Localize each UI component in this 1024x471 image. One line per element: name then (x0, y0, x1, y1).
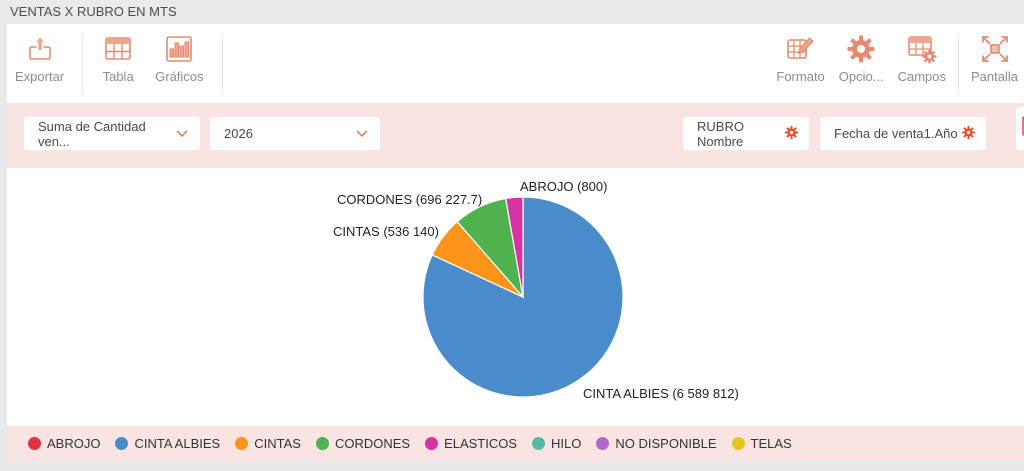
format-button[interactable]: Formato (774, 30, 826, 86)
legend-item-no-disponible[interactable]: NO DISPONIBLE (596, 436, 717, 451)
legend-label: CORDONES (334, 436, 411, 451)
fullscreen-label: Pantalla (971, 69, 1018, 84)
legend-label: HILO (551, 436, 582, 451)
legend-color-dot (28, 437, 41, 450)
gear-icon[interactable] (961, 125, 976, 143)
format-icon (784, 32, 818, 66)
field-chip-label: RUBRO Nombre (697, 118, 744, 149)
chevron-down-icon (176, 126, 188, 141)
legend-color-dot (596, 437, 610, 450)
charts-label: Gráficos (155, 69, 204, 84)
toolbar: Exportar Tabla (7, 24, 1024, 103)
bar-chart-icon (162, 32, 196, 66)
field-chip-fecha-venta-ano[interactable]: Fecha de venta1.Año (820, 117, 986, 150)
table-label: Tabla (102, 69, 134, 84)
year-dropdown[interactable]: 2026 (210, 117, 380, 150)
pie-chart-area: ABROJO (800) CORDONES (696 227.7) CINTAS… (7, 168, 1024, 426)
field-chip-label: Fecha de venta1.Año (834, 126, 958, 141)
gear-icon (844, 32, 878, 66)
export-label: Exportar (15, 69, 65, 84)
measure-dropdown-value: Suma de Cantidad ven... (38, 118, 146, 149)
pie-label-abrojo: ABROJO (800) (520, 179, 608, 194)
format-label: Formato (776, 69, 825, 84)
legend-color-dot (731, 437, 745, 450)
fields-icon (905, 32, 939, 66)
legend-label: ELASTICOS (444, 436, 518, 451)
fields-label: Campos (897, 69, 947, 84)
export-icon (23, 32, 57, 66)
page-title: VENTAS X RUBRO EN MTS (10, 4, 177, 19)
pie-label-cinta-albies: CINTA ALBIES (6 589 812) (583, 386, 739, 401)
legend-label: CINTAS (254, 436, 301, 451)
toolbar-separator (221, 35, 223, 93)
year-dropdown-value: 2026 (224, 126, 253, 141)
legend-item-hilo[interactable]: HILO (532, 436, 581, 451)
filter-bar: Suma de Cantidad ven... 2026 RUBRO Nombr… (7, 103, 1024, 168)
field-chip-rubro-nombre[interactable]: RUBRO Nombre (683, 117, 809, 150)
legend-color-dot (532, 437, 546, 450)
toolbar-separator (82, 35, 84, 93)
pie-chart (422, 196, 624, 398)
table-icon (101, 32, 135, 66)
legend-label: CINTA ALBIES (134, 436, 221, 451)
legend-item-cordones[interactable]: CORDONES (315, 436, 411, 451)
fields-button[interactable]: Campos (896, 30, 948, 86)
options-label: Opcio... (838, 69, 884, 84)
legend-color-dot (115, 437, 129, 450)
legend-item-cinta-albies[interactable]: CINTA ALBIES (115, 436, 220, 451)
gear-icon[interactable] (784, 125, 799, 143)
legend-item-elasticos[interactable]: ELASTICOS (425, 436, 517, 451)
pivot-widget: Exportar Tabla (7, 24, 1024, 461)
export-button[interactable]: Exportar (13, 30, 66, 86)
legend-item-cintas[interactable]: CINTAS (235, 436, 301, 451)
legend-color-dot (235, 437, 249, 450)
fullscreen-icon (978, 32, 1012, 66)
legend: ABROJO CINTA ALBIES CINTAS CORDONES ELASTICO… (7, 426, 1024, 461)
legend-label: NO DISPONIBLE (615, 436, 717, 451)
toolbar-right-group: Formato (774, 30, 1020, 93)
pie-label-cintas: CINTAS (536 140) (333, 224, 439, 239)
mail-button[interactable] (1016, 107, 1024, 150)
legend-color-dot (315, 437, 329, 450)
pie-label-cordones: CORDONES (696 227.7) (337, 192, 483, 207)
measure-dropdown[interactable]: Suma de Cantidad ven... (24, 117, 200, 150)
pie-slice-elasticos[interactable] (504, 196, 524, 298)
table-view-button[interactable]: Tabla (99, 30, 137, 86)
envelope-icon (1022, 116, 1024, 141)
legend-label: ABROJO (47, 436, 101, 451)
legend-item-telas[interactable]: TELAS (731, 436, 792, 451)
options-button[interactable]: Opcio... (837, 30, 886, 86)
chevron-down-icon (356, 126, 368, 141)
window-title-bar: VENTAS X RUBRO EN MTS (0, 0, 1024, 24)
toolbar-left-group: Exportar Tabla (13, 30, 223, 93)
legend-label: TELAS (750, 436, 792, 451)
charts-view-button[interactable]: Gráficos (153, 30, 205, 86)
legend-item-abrojo[interactable]: ABROJO (28, 436, 100, 451)
legend-color-dot (425, 437, 439, 450)
toolbar-separator (958, 35, 960, 93)
fullscreen-button[interactable]: Pantalla (969, 30, 1020, 86)
